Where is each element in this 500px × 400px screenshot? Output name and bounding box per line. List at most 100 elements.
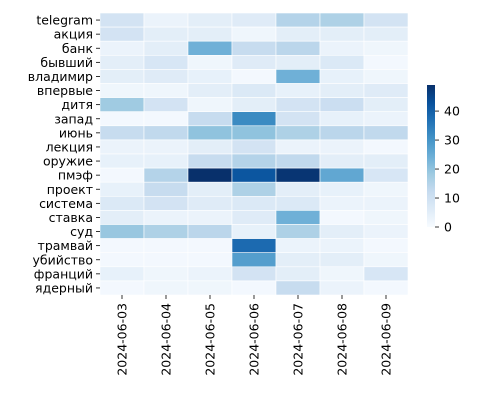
- y-tick-label: ставка: [49, 210, 93, 225]
- heatmap-cell: [319, 167, 365, 183]
- heatmap-cell: [187, 181, 233, 197]
- heatmap-cells: [99, 12, 409, 296]
- heatmap-cell: [319, 210, 365, 225]
- heatmap-cell: [187, 238, 233, 254]
- heatmap-cell: [275, 40, 321, 56]
- heatmap-cell: [99, 196, 145, 211]
- heatmap-cell: [319, 196, 365, 211]
- heatmap-cell: [363, 210, 409, 225]
- heatmap-cell: [99, 83, 145, 98]
- heatmap-cell: [231, 26, 277, 42]
- heatmap-cell: [319, 181, 365, 197]
- heatmap-cell: [143, 139, 189, 155]
- heatmap-cell: [99, 26, 145, 42]
- x-tick-label: 2024-06-04: [159, 303, 174, 376]
- colorbar-gradient: [427, 85, 435, 227]
- heatmap-cell: [231, 181, 277, 197]
- heatmap-cell: [319, 12, 365, 28]
- heatmap-cell: [143, 252, 189, 268]
- y-tick-label: бывший: [40, 55, 93, 70]
- heatmap-cell: [143, 97, 189, 112]
- heatmap-cell: [319, 139, 365, 155]
- heatmap-cell: [231, 97, 277, 112]
- x-tick-label: 2024-06-03: [115, 303, 130, 376]
- heatmap-cell: [143, 238, 189, 254]
- heatmap-cell: [275, 139, 321, 155]
- heatmap-cell: [275, 196, 321, 211]
- heatmap-cell: [99, 97, 145, 112]
- heatmap-cell: [231, 280, 277, 296]
- heatmap-cell: [231, 139, 277, 155]
- heatmap-cell: [143, 280, 189, 296]
- heatmap-cell: [319, 111, 365, 127]
- heatmap-cell: [99, 125, 145, 141]
- heatmap-cell: [231, 69, 277, 84]
- heatmap-cell: [319, 125, 365, 141]
- heatmap-cell: [319, 54, 365, 70]
- heatmap-cell: [143, 196, 189, 211]
- heatmap-cell: [187, 97, 233, 112]
- y-tick-label: запад: [54, 111, 93, 126]
- heatmap-cell: [143, 167, 189, 183]
- heatmap-cell: [143, 26, 189, 42]
- heatmap-cell: [187, 26, 233, 42]
- heatmap-cell: [363, 97, 409, 112]
- heatmap-cell: [275, 97, 321, 112]
- heatmap-cell: [275, 266, 321, 282]
- heatmap-cell: [231, 224, 277, 239]
- heatmap-cell: [275, 153, 321, 169]
- heatmap-cell: [99, 40, 145, 56]
- heatmap-cell: [99, 167, 145, 183]
- x-tick-label: 2024-06-07: [291, 303, 306, 376]
- x-axis-labels: 2024-06-03 2024-06-04 2024-06-05 2024-06-06…: [115, 295, 394, 376]
- heatmap-cell: [187, 196, 233, 211]
- heatmap-cell: [319, 238, 365, 254]
- colorbar-tick-label: 0: [444, 220, 452, 235]
- heatmap-cell: [99, 12, 145, 28]
- heatmap-cell: [363, 153, 409, 169]
- heatmap-cell: [363, 139, 409, 155]
- heatmap-cell: [187, 210, 233, 225]
- y-axis-labels: telegramакциябанкбывшийвладимирвпервыеди…: [28, 13, 100, 295]
- y-tick-label: банк: [62, 41, 94, 56]
- heatmap-cell: [143, 266, 189, 282]
- heatmap-cell: [231, 210, 277, 225]
- y-tick-label: оружие: [43, 154, 93, 169]
- heatmap-cell: [187, 252, 233, 268]
- heatmap-cell: [187, 266, 233, 282]
- colorbar-tick-label: 10: [444, 191, 460, 206]
- x-tick-label: 2024-06-06: [247, 303, 262, 376]
- heatmap-cell: [319, 83, 365, 98]
- y-tick-label: проект: [47, 182, 93, 197]
- y-tick-label: впервые: [37, 83, 93, 98]
- heatmap-cell: [319, 97, 365, 112]
- heatmap-cell: [231, 153, 277, 169]
- y-tick-label: лекция: [46, 139, 93, 154]
- x-tick-label: 2024-06-09: [379, 303, 394, 376]
- heatmap-cell: [143, 83, 189, 98]
- heatmap-cell: [231, 196, 277, 211]
- heatmap-cell: [143, 54, 189, 70]
- heatmap-cell: [275, 181, 321, 197]
- heatmap-cell: [275, 111, 321, 127]
- y-tick-label: telegram: [36, 13, 93, 28]
- heatmap-cell: [99, 224, 145, 239]
- colorbar-tick-label: 40: [444, 104, 460, 119]
- y-tick-label: ядерный: [35, 280, 93, 295]
- heatmap-cell: [363, 181, 409, 197]
- heatmap-cell: [363, 196, 409, 211]
- heatmap-cell: [231, 266, 277, 282]
- y-tick-label: система: [39, 196, 93, 211]
- y-tick-label: суд: [70, 224, 93, 239]
- heatmap-cell: [143, 224, 189, 239]
- y-tick-label: франций: [34, 266, 93, 281]
- heatmap-cell: [187, 139, 233, 155]
- x-tick-label: 2024-06-08: [335, 303, 350, 376]
- colorbar: 0 10 20 30 40: [427, 85, 460, 235]
- heatmap-cell: [187, 83, 233, 98]
- heatmap-cell: [99, 153, 145, 169]
- heatmap-cell: [187, 167, 233, 183]
- heatmap-cell: [231, 12, 277, 28]
- heatmap-cell: [99, 54, 145, 70]
